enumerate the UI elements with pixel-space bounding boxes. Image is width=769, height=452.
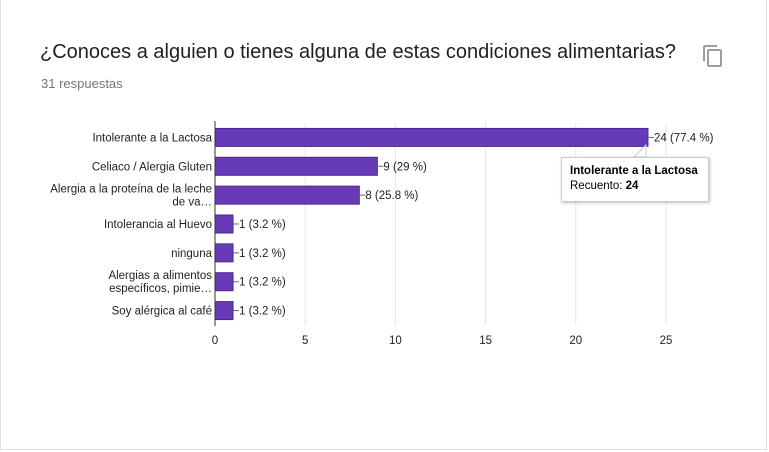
response-count: 31 respuestas [41,76,123,91]
copy-icon[interactable] [701,44,725,68]
x-tick-label: 0 [212,335,218,347]
category-label: Intolerante a la Lactosa [92,132,212,144]
category-label: Soy alérgica al café [112,306,212,318]
bar-tooltip: Intolerante a la Lactosa Recuento: 24 [561,157,709,202]
bar [214,214,234,234]
category-label: ninguna [171,248,213,260]
tooltip-count: Recuento: 24 [570,180,700,192]
category-label: de va… [172,197,212,209]
category-label: Alergias a alimentos [108,270,212,282]
bar [214,156,378,176]
tooltip-count-label: Recuento: [570,180,623,192]
tooltip-count-value: 24 [625,180,639,192]
value-label: 9 (29 %) [383,161,427,173]
bar [214,272,234,292]
category-label: Celiaco / Alergia Gluten [92,161,212,173]
value-label: 1 (3.2 %) [239,219,286,231]
x-tick-label: 25 [660,335,673,347]
value-label: 8 (25.8 %) [365,190,418,202]
value-label: 24 (77.4 %) [654,132,714,144]
chart-question-title: ¿Conoces a alguien o tienes alguna de es… [40,41,676,63]
bar [214,185,360,205]
x-tick-label: 15 [479,335,492,347]
value-label: 1 (3.2 %) [239,248,286,260]
tooltip-title: Intolerante a la Lactosa [570,165,698,177]
x-tick-label: 10 [389,335,402,347]
value-label: 1 (3.2 %) [239,277,286,289]
category-label: específicos, pimie… [109,283,212,295]
bar [214,243,234,263]
x-tick-label: 5 [302,335,308,347]
bar [214,301,234,321]
category-label: Intolerancia al Huevo [104,219,212,231]
value-label: 1 (3.2 %) [239,306,286,318]
x-tick-label: 20 [569,335,582,347]
bar [214,127,649,147]
category-label: Alergia a la proteína de la leche [50,184,212,196]
